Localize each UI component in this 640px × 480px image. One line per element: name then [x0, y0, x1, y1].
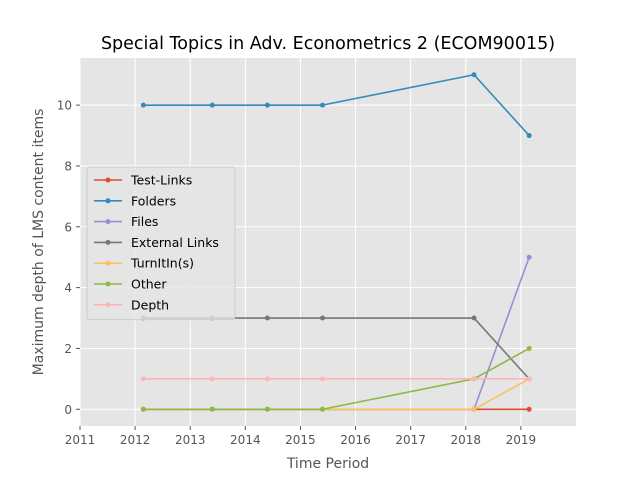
- series-point-folders-4: [471, 72, 477, 78]
- series-point-depth-4: [471, 376, 477, 382]
- legend-label-test-links: Test-Links: [130, 173, 192, 188]
- series-point-other-2: [264, 406, 270, 412]
- series-line-other: [143, 347, 530, 411]
- series-point-folders-5: [526, 133, 532, 139]
- series-point-depth-5: [526, 376, 532, 382]
- series-point-other-5: [526, 345, 532, 351]
- series-point-folders-0: [140, 102, 146, 108]
- y-tick-label-2: 2: [64, 342, 72, 356]
- y-tick-label-6: 6: [64, 220, 72, 234]
- series-point-other-1: [209, 406, 215, 412]
- series-point-folders-2: [264, 102, 270, 108]
- legend-label-files: Files: [131, 214, 158, 229]
- x-tick-label-2014: 2014: [230, 433, 261, 447]
- y-tick-label-0: 0: [64, 403, 72, 417]
- legend-marker-files: [105, 219, 111, 225]
- x-tick-label-2013: 2013: [175, 433, 206, 447]
- y-tick-label-8: 8: [64, 159, 72, 173]
- x-tick-label-2015: 2015: [285, 433, 316, 447]
- x-tick-label-2012: 2012: [120, 433, 151, 447]
- x-axis-label: Time Period: [286, 456, 369, 472]
- legend-marker-other: [105, 281, 111, 287]
- chart-title: Special Topics in Adv. Econometrics 2 (E…: [101, 34, 555, 54]
- series-point-depth-2: [264, 376, 270, 382]
- series-point-other-0: [140, 406, 146, 412]
- legend-marker-test-links: [105, 177, 111, 183]
- x-tick-label-2011: 2011: [65, 433, 96, 447]
- series-point-folders-1: [209, 102, 215, 108]
- x-tick-label-2019: 2019: [506, 433, 537, 447]
- y-tick-label-10: 10: [57, 99, 72, 113]
- legend-marker-folders: [105, 198, 111, 204]
- series-point-external-links-3: [319, 315, 325, 321]
- x-axis-ticks: 2011 2012 2013 2014 2015 2016 2017 2018 2019: [65, 426, 536, 447]
- series-point-files-5: [526, 254, 532, 260]
- series-line-folders: [143, 73, 530, 137]
- legend-label-turnitin-s: TurnItIn(s): [130, 256, 194, 271]
- y-axis-label: Maximum depth of LMS content items: [31, 109, 47, 376]
- legend-label-depth: Depth: [131, 297, 169, 312]
- series-point-depth-0: [140, 376, 146, 382]
- y-axis-ticks: 0 2 4 6 8 10: [57, 99, 80, 417]
- x-tick-label-2016: 2016: [340, 433, 371, 447]
- series-layer: [140, 72, 532, 412]
- series-point-test-links-5: [526, 406, 532, 412]
- legend: Test-Links Folders Files External Links Turn…: [86, 166, 236, 321]
- series-point-other-3: [319, 406, 325, 412]
- series-point-depth-1: [209, 376, 215, 382]
- legend-marker-depth: [105, 302, 111, 308]
- x-tick-label-2018: 2018: [451, 433, 482, 447]
- series-point-external-links-4: [471, 315, 477, 321]
- legend-marker-external-links: [105, 239, 111, 245]
- legend-marker-turnitin-s: [105, 260, 111, 266]
- legend-label-other: Other: [131, 277, 167, 292]
- x-tick-label-2017: 2017: [395, 433, 426, 447]
- series-point-folders-3: [319, 102, 325, 108]
- series-point-depth-3: [319, 376, 325, 382]
- series-point-external-links-2: [264, 315, 270, 321]
- series-depth: [140, 376, 532, 382]
- legend-label-external-links: External Links: [131, 235, 219, 250]
- legend-label-folders: Folders: [131, 193, 176, 208]
- y-tick-label-4: 4: [64, 281, 72, 295]
- series-point-turnitin-s-4: [471, 406, 477, 412]
- legend-box: [86, 166, 236, 321]
- series-folders: [140, 72, 532, 139]
